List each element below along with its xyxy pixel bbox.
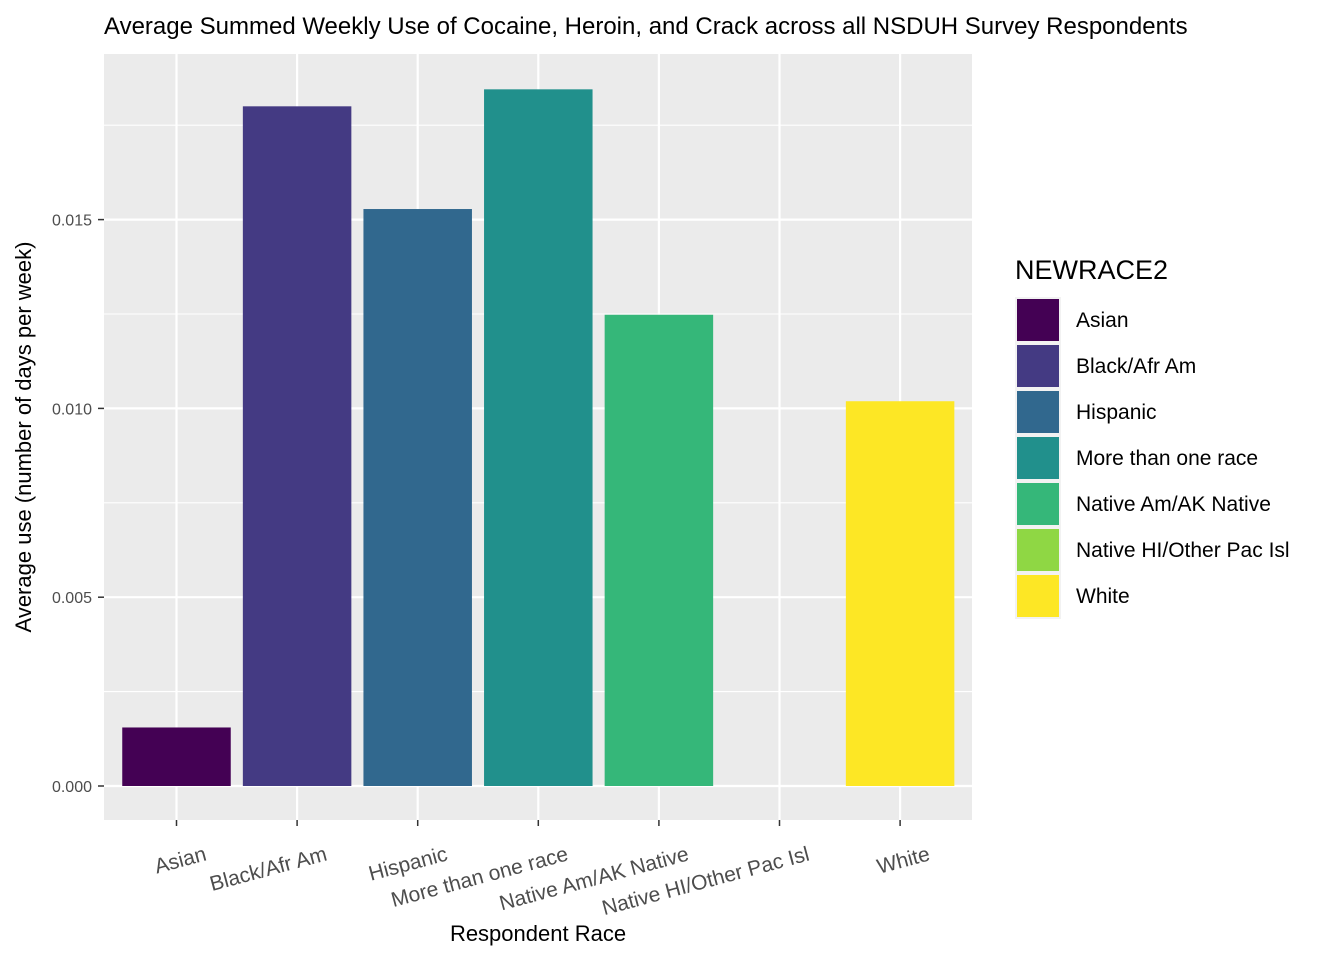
legend-swatch bbox=[1017, 483, 1059, 525]
legend-swatch bbox=[1017, 437, 1059, 479]
legend-swatch bbox=[1017, 575, 1059, 617]
legend-title: NEWRACE2 bbox=[1015, 255, 1168, 285]
x-tick-label: Asian bbox=[152, 843, 209, 879]
y-axis: 0.000 0.005 0.010 0.015 bbox=[52, 213, 104, 796]
x-tick-label: Native HI/Other Pac Isl bbox=[600, 843, 812, 920]
bars bbox=[122, 89, 955, 786]
bar bbox=[122, 727, 231, 786]
legend-label: Native HI/Other Pac Isl bbox=[1076, 539, 1290, 562]
legend-label: More than one race bbox=[1076, 447, 1258, 470]
legend-label: Hispanic bbox=[1076, 401, 1157, 424]
y-axis-title: Average use (number of days per week) bbox=[11, 242, 36, 633]
bar bbox=[242, 106, 352, 786]
bar bbox=[845, 401, 955, 786]
bar bbox=[484, 89, 593, 786]
y-tick-label: 0.015 bbox=[52, 213, 92, 230]
legend-label: Asian bbox=[1076, 309, 1129, 332]
bar bbox=[363, 209, 472, 786]
bar bbox=[604, 314, 714, 786]
legend-label: Native Am/AK Native bbox=[1076, 493, 1271, 516]
y-tick-label: 0.005 bbox=[52, 590, 92, 607]
y-tick-label: 0.010 bbox=[52, 401, 92, 418]
x-axis-title: Respondent Race bbox=[450, 921, 626, 946]
legend-swatch bbox=[1017, 391, 1059, 433]
legend-swatch bbox=[1017, 529, 1059, 571]
legend: NEWRACE2 Asian Black/Afr Am Hispanic More t… bbox=[1015, 255, 1290, 619]
x-tick-label: White bbox=[875, 843, 933, 879]
legend-swatch bbox=[1017, 299, 1059, 341]
x-tick-label: Black/Afr Am bbox=[207, 843, 329, 896]
legend-label: Black/Afr Am bbox=[1076, 355, 1196, 378]
legend-label: White bbox=[1076, 585, 1130, 608]
legend-items: Asian Black/Afr Am Hispanic More than one r… bbox=[1015, 297, 1290, 619]
chart-title: Average Summed Weekly Use of Cocaine, He… bbox=[104, 13, 1188, 40]
y-tick-label: 0.000 bbox=[52, 779, 92, 796]
legend-swatch bbox=[1017, 345, 1059, 387]
